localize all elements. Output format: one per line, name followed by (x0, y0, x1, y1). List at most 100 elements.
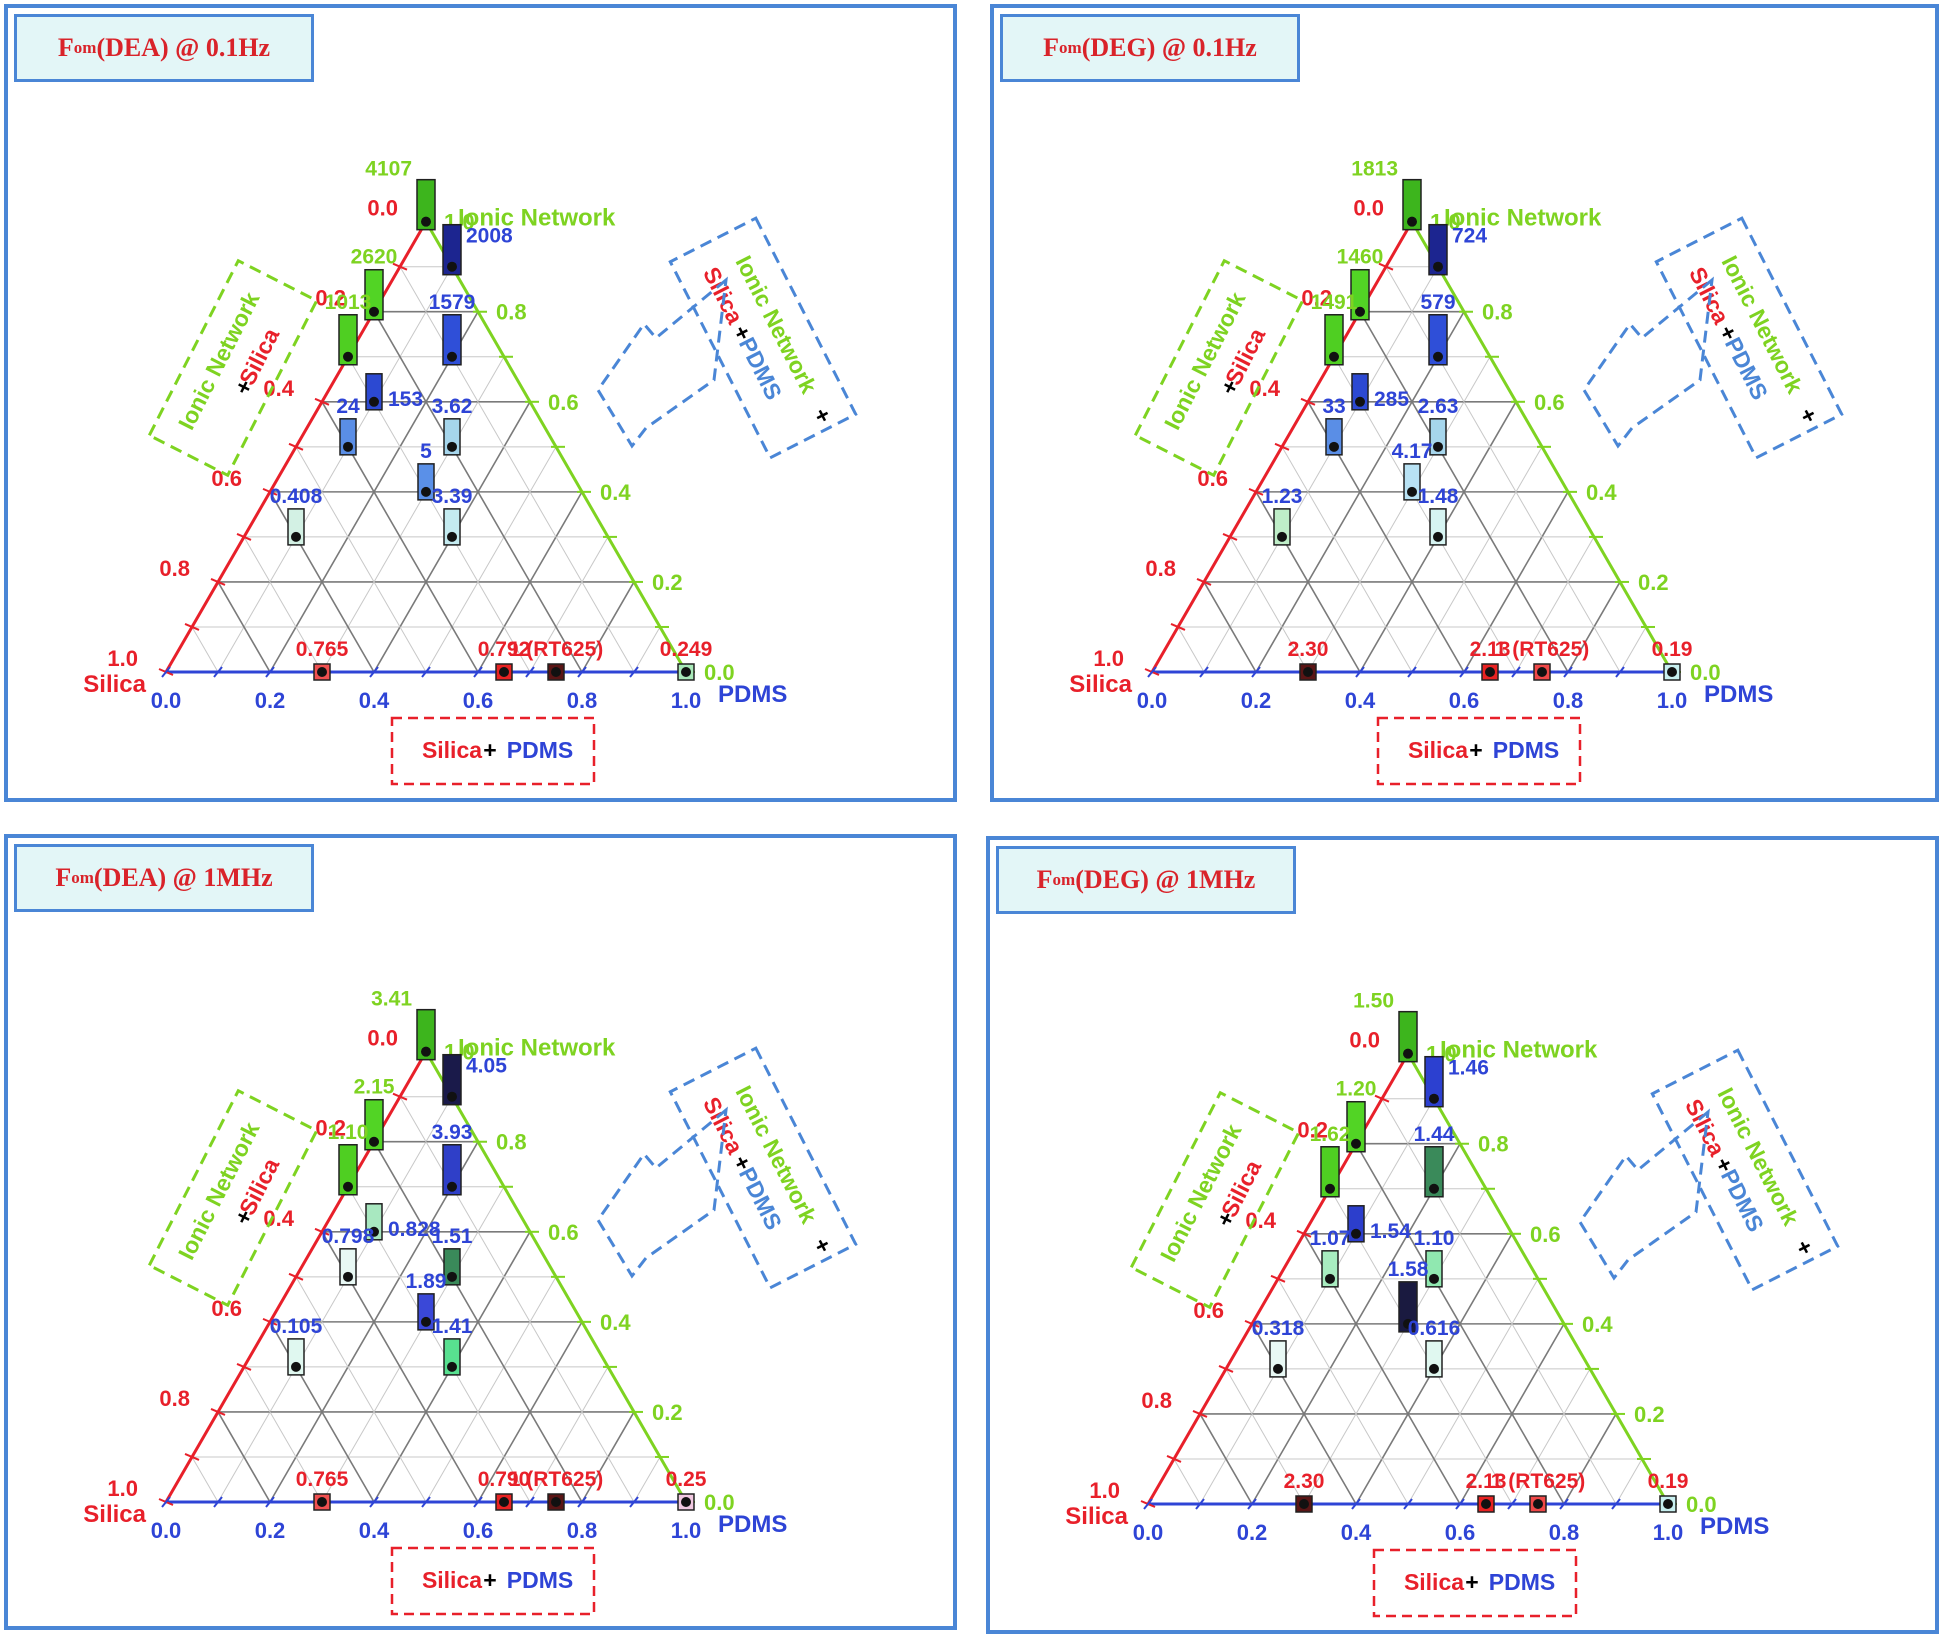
right-tick-label: 0.6 (548, 1220, 579, 1245)
data-point (1667, 667, 1677, 677)
data-bar (338, 314, 358, 366)
data-bar (1398, 1281, 1418, 1333)
vertex-label-pdms: PDMS (1704, 681, 1773, 708)
data-label: 1.62 (1310, 1123, 1351, 1146)
data-point (421, 1316, 431, 1327)
bottom-tick-label: 0.2 (1241, 688, 1272, 713)
left-tick-label: 0.6 (1193, 1298, 1224, 1323)
right-tick-label: 0.4 (600, 1310, 631, 1335)
data-point (551, 1497, 561, 1507)
data-label: 0.19 (1652, 638, 1693, 661)
data-point (447, 531, 457, 542)
panel-dea-01hz: 0.0 1.0 0.0 0.2 0.8 0.2 0.4 0.6 0.4 0.6 0.4 0.6 0.8 0… (4, 4, 957, 802)
right-tick-label: 0.8 (496, 1130, 527, 1155)
bottom-tick-label: 0.8 (1549, 1520, 1580, 1545)
right-tick-label: 0.6 (548, 390, 579, 415)
gridline (1381, 1098, 1617, 1505)
gridline (1411, 446, 1543, 673)
panel-deg-1mhz: 0.0 1.0 0.0 0.2 0.8 0.2 0.4 0.6 0.4 0.6 0.4 0.6 0.8 0… (986, 836, 1939, 1634)
left-tick-label: 0.8 (1145, 556, 1176, 581)
data-point (447, 261, 457, 272)
box-ionic-silica: Ionic Network+Silica (1133, 258, 1305, 478)
data-point (421, 1046, 431, 1057)
box-plus: + (1794, 403, 1823, 427)
data-point (1407, 216, 1417, 227)
tick (1296, 1229, 1312, 1238)
data-bar (1346, 1100, 1366, 1153)
data-label: 0.408 (270, 485, 323, 508)
gridline (1203, 581, 1257, 673)
data-label: 1.51 (432, 1225, 473, 1248)
title-rest: (DEG) @ 0.1Hz (1081, 33, 1257, 62)
tick (213, 666, 223, 678)
dashed-box (147, 258, 319, 478)
left-tick-label: 0.6 (211, 466, 242, 491)
data-point (1433, 531, 1443, 542)
gridline (1203, 266, 1439, 673)
data-point (1407, 486, 1417, 497)
data-bar (442, 223, 462, 276)
left-tick-label: 0.8 (159, 556, 190, 581)
tick (210, 578, 226, 586)
gridline (1619, 626, 1647, 673)
tick (265, 1496, 275, 1508)
data-point (291, 531, 301, 542)
title-prefix: F (57, 33, 74, 62)
data-point (551, 667, 561, 677)
data-bar (1320, 1146, 1340, 1198)
bottom-tick-label: 0.0 (1137, 688, 1168, 713)
data-point (447, 1181, 457, 1192)
data-point (447, 1271, 457, 1282)
tick (1559, 1498, 1569, 1510)
data-point (1485, 667, 1495, 677)
tick (1507, 1498, 1517, 1510)
box-plus: + (1469, 737, 1482, 763)
right-tick-label: 0.8 (496, 300, 527, 325)
data-label: 1.10 (328, 1121, 369, 1144)
data-point (1433, 351, 1443, 362)
data-bar (1424, 1146, 1444, 1198)
left-tick-label: 1.0 (1089, 1478, 1120, 1503)
data-label: 3.62 (432, 395, 473, 418)
data-point (369, 1136, 379, 1147)
tick (473, 1496, 483, 1508)
vertex-label-pdms: PDMS (1700, 1513, 1769, 1540)
left-tick-label: 0.0 (367, 1026, 398, 1051)
data-label: 2.30 (1288, 638, 1329, 661)
data-label: 1.44 (1414, 1123, 1455, 1146)
left-tick-label: 0.6 (211, 1296, 242, 1321)
data-label: 1813 (1351, 158, 1398, 181)
data-point (1433, 441, 1443, 452)
box-text: PDMS (507, 737, 573, 763)
data-label: 0.318 (1252, 1317, 1305, 1340)
gridline (1303, 1188, 1487, 1505)
left-tick-label: 0.0 (1349, 1028, 1380, 1053)
data-label: 1579 (429, 291, 476, 314)
data-point (1537, 667, 1547, 677)
data-label: 1460 (1337, 246, 1384, 269)
data-label: 0.792 (478, 638, 531, 661)
tick (1615, 666, 1625, 678)
box-text: PDMS (507, 1567, 573, 1593)
gridline (1277, 1278, 1409, 1505)
vertex-label-silica: Silica (83, 1501, 146, 1528)
data-label: 1.07 (1310, 1227, 1351, 1250)
tick (1248, 487, 1264, 496)
data-bar (364, 1098, 384, 1151)
bottom-tick-label: 0.6 (463, 1518, 494, 1543)
tick (392, 262, 408, 271)
data-label: 3.39 (432, 485, 473, 508)
box-text: Silica (1404, 1569, 1464, 1595)
data-point (1303, 667, 1313, 677)
gridline (321, 1186, 505, 1503)
right-tick-label: 0.6 (1534, 390, 1565, 415)
data-label: 0.249 (660, 638, 713, 661)
data-point (1329, 441, 1339, 452)
bottom-tick-label: 0.4 (359, 688, 390, 713)
vertex-label-pdms: PDMS (718, 1511, 787, 1538)
tick (1244, 1319, 1260, 1328)
tick (262, 487, 278, 496)
tick (1274, 442, 1290, 451)
data-label: 1.54 (1370, 1220, 1411, 1243)
